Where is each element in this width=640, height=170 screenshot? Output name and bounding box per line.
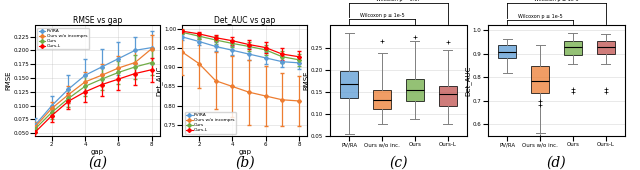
X-axis label: gap: gap bbox=[91, 149, 104, 155]
Legend: PVIRA, Ours w/o incomprs, Ours, Ours-L: PVIRA, Ours w/o incomprs, Ours, Ours-L bbox=[37, 28, 88, 49]
PathPatch shape bbox=[564, 41, 582, 55]
Text: Wilcoxon p ≤ 1e-5: Wilcoxon p ≤ 1e-5 bbox=[360, 13, 404, 18]
Y-axis label: RMSE: RMSE bbox=[304, 71, 310, 90]
Legend: PVIRA, Ours w/o incomprs, Ours, Ours-L: PVIRA, Ours w/o incomprs, Ours, Ours-L bbox=[184, 112, 236, 134]
Y-axis label: RMSE: RMSE bbox=[6, 71, 12, 90]
Y-axis label: Det_AUC: Det_AUC bbox=[465, 66, 471, 96]
PathPatch shape bbox=[340, 71, 358, 98]
PathPatch shape bbox=[499, 46, 516, 58]
Title: Det_AUC vs gap: Det_AUC vs gap bbox=[214, 16, 275, 25]
Text: (d): (d) bbox=[547, 156, 566, 170]
Text: Wilcoxon p ≤ 1e-5: Wilcoxon p ≤ 1e-5 bbox=[518, 14, 563, 19]
PathPatch shape bbox=[531, 66, 549, 92]
PathPatch shape bbox=[596, 41, 614, 54]
PathPatch shape bbox=[373, 90, 391, 109]
Text: (c): (c) bbox=[389, 156, 408, 170]
Text: (a): (a) bbox=[88, 156, 107, 170]
Text: Wilcoxon p ≤ 1e-5: Wilcoxon p ≤ 1e-5 bbox=[534, 0, 579, 2]
Title: RMSE vs gap: RMSE vs gap bbox=[73, 16, 122, 25]
Text: (b): (b) bbox=[235, 156, 255, 170]
X-axis label: gap: gap bbox=[238, 149, 252, 155]
PathPatch shape bbox=[406, 79, 424, 101]
Y-axis label: Det_AUC: Det_AUC bbox=[156, 66, 163, 96]
Text: Wilcoxon p = 0.07: Wilcoxon p = 0.07 bbox=[376, 0, 420, 2]
PathPatch shape bbox=[438, 86, 456, 106]
